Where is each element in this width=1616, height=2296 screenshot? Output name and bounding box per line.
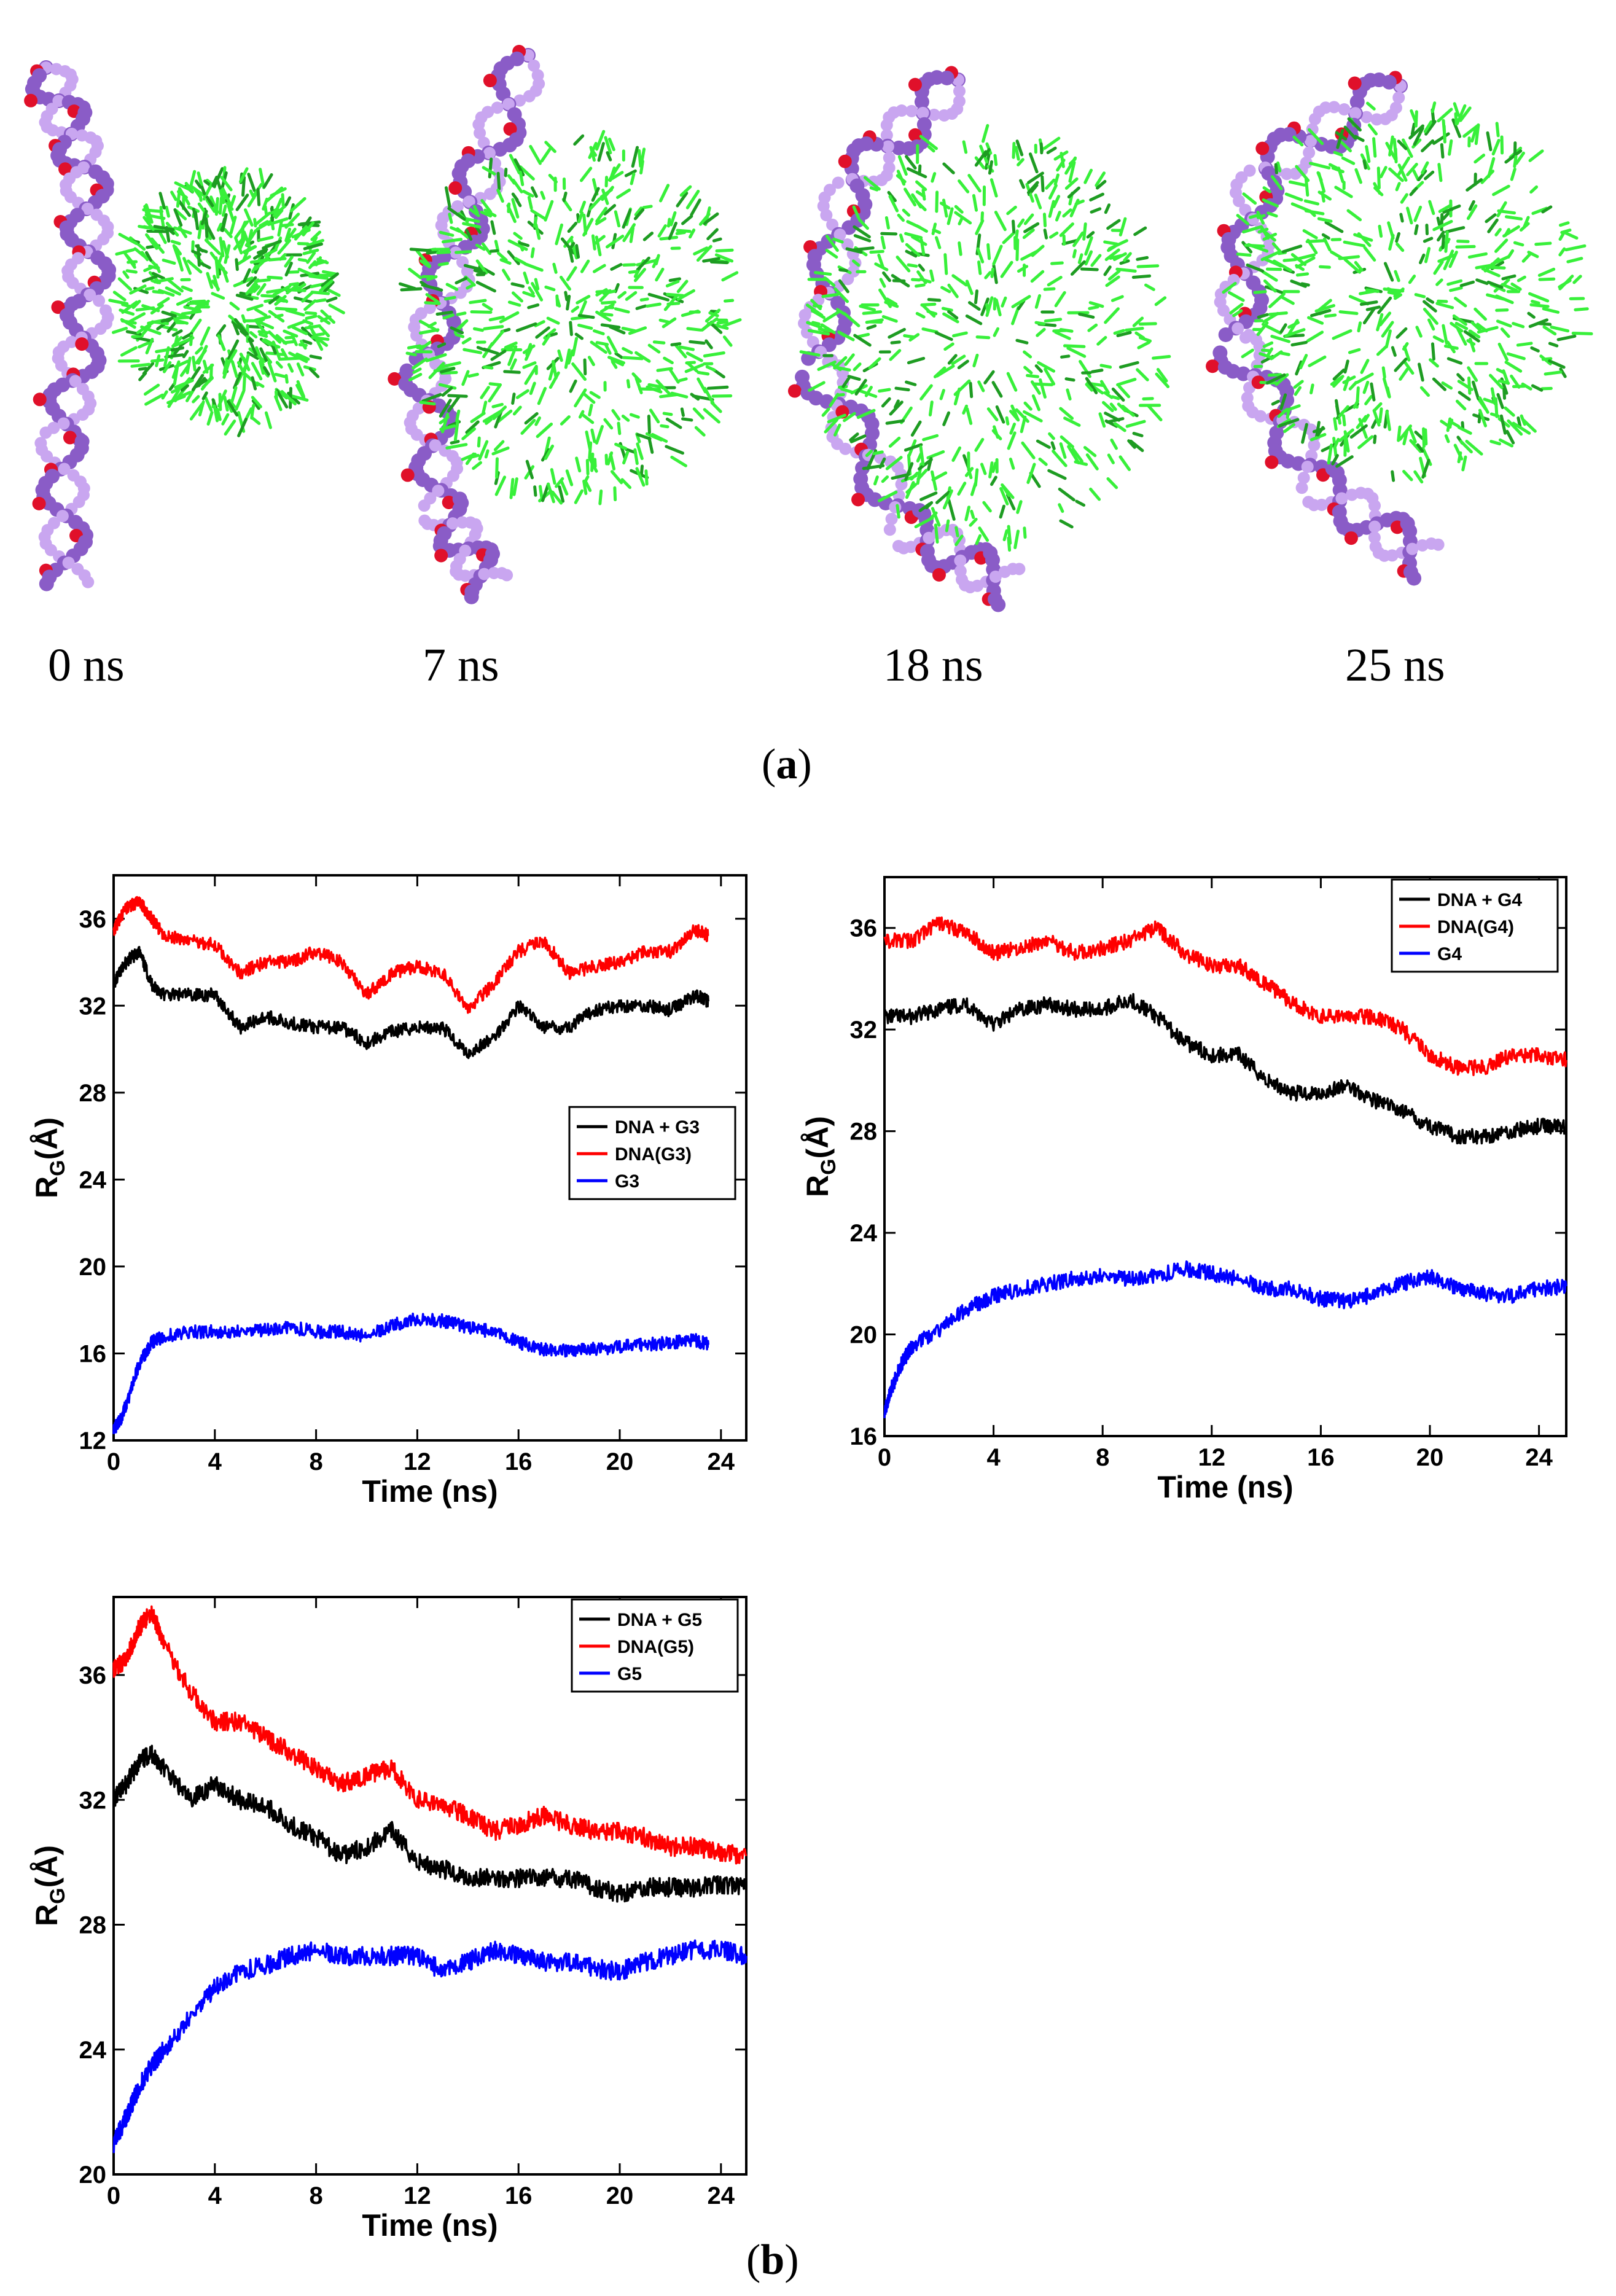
y-tick-label: 28 (850, 1119, 878, 1146)
legend-entry: DNA(G3) (615, 1144, 692, 1165)
snapshot-time-label-0: 0 ns (48, 639, 125, 691)
y-tick-label: 20 (79, 1254, 107, 1281)
series-line-2 (112, 1939, 747, 2153)
panel-b-label: (b) (746, 2236, 799, 2284)
dendrimer-0ns (108, 166, 345, 437)
snapshot-time-label-3: 25 ns (1345, 639, 1445, 691)
panel-a-label: (a) (762, 741, 812, 788)
y-tick-label: 28 (79, 1080, 107, 1107)
y-tick-label: 20 (79, 2161, 107, 2189)
dna-helix-7ns (388, 45, 545, 604)
series-line-2 (112, 1312, 709, 1434)
x-tick-label: 12 (404, 1448, 431, 1475)
legend-entry: DNA + G4 (1437, 890, 1522, 910)
series-line-0 (112, 945, 709, 1060)
y-tick-label: 28 (79, 1912, 107, 1939)
x-tick-label: 24 (708, 2182, 735, 2209)
x-tick-label: 0 (878, 1444, 891, 1471)
y-tick-label: 24 (79, 1166, 107, 1193)
y-tick-label: 32 (79, 993, 107, 1020)
x-tick-label: 20 (606, 1448, 634, 1475)
legend-entry: DNA + G5 (617, 1610, 702, 1630)
x-tick-label: 8 (309, 2182, 322, 2209)
x-tick-label: 12 (1198, 1444, 1226, 1471)
y-tick-label: 16 (850, 1423, 878, 1450)
snapshot-panel (24, 45, 1593, 612)
dendrimer-25ns (1222, 101, 1593, 484)
x-tick-label: 4 (986, 1444, 1001, 1471)
x-tick-label: 0 (107, 2182, 120, 2209)
x-axis-label: Time (ns) (1157, 1470, 1293, 1504)
legend-entry: DNA(G4) (1437, 917, 1514, 937)
legend-entry: G3 (615, 1171, 639, 1192)
series-line-2 (883, 1260, 1567, 1419)
y-tick-label: 36 (79, 906, 107, 933)
y-tick-label: 12 (79, 1427, 107, 1455)
legend-entry: G4 (1437, 944, 1462, 964)
legend: DNA + G4 DNA(G4) G4 (1391, 878, 1559, 973)
y-tick-label: 20 (850, 1322, 878, 1349)
x-tick-label: 0 (107, 1448, 120, 1475)
dendrimer-7ns (398, 130, 742, 506)
y-tick-label: 32 (79, 1787, 107, 1814)
x-tick-label: 16 (505, 1448, 533, 1475)
x-tick-label: 24 (708, 1448, 735, 1475)
snapshot-time-label-2: 18 ns (883, 639, 983, 691)
legend: DNA + G5 DNA(G5) G5 (571, 1598, 739, 1693)
x-tick-label: 16 (1307, 1444, 1335, 1471)
series-line-1 (112, 1605, 747, 1865)
y-axis-label: RG(Å) (800, 1116, 840, 1197)
legend-entry: DNA + G3 (615, 1117, 700, 1138)
series-line-0 (112, 1744, 747, 1903)
y-tick-label: 36 (79, 1662, 107, 1689)
rg-chart-g4: 0 4 8 12 16 20 24 16 20 24 28 32 36 Time (ns) RG(Å) DNA… (800, 876, 1567, 1504)
y-tick-label: 24 (850, 1220, 878, 1247)
series-line-0 (883, 993, 1567, 1145)
x-tick-label: 8 (1096, 1444, 1109, 1471)
x-tick-label: 16 (505, 2182, 533, 2209)
dendrimer-18ns (799, 123, 1171, 552)
series-line-1 (883, 916, 1567, 1077)
y-tick-label: 24 (79, 2037, 107, 2064)
legend: DNA + G3 DNA(G3) G3 (568, 1106, 736, 1200)
rg-chart-g5: 0 4 8 12 16 20 24 20 24 28 32 36 Time (ns) RG(Å) DNA +… (29, 1596, 747, 2242)
x-tick-label: 4 (208, 1448, 222, 1475)
series-line-1 (112, 896, 709, 1014)
x-tick-label: 8 (309, 1448, 322, 1475)
snapshot-time-label-1: 7 ns (423, 639, 499, 691)
x-tick-label: 20 (606, 2182, 634, 2209)
x-axis-label: Time (ns) (362, 1474, 498, 1509)
x-tick-label: 20 (1416, 1444, 1444, 1471)
legend-entry: DNA(G5) (617, 1637, 694, 1657)
y-axis-label: RG(Å) (29, 1845, 69, 1926)
legend-entry: G5 (617, 1664, 642, 1684)
x-tick-label: 4 (208, 2182, 222, 2209)
y-tick-label: 36 (850, 915, 878, 942)
x-tick-label: 12 (404, 2182, 431, 2209)
y-tick-label: 16 (79, 1340, 107, 1367)
rg-chart-g3: 0 4 8 12 16 20 24 12 16 20 24 28 32 36 Time (ns) RG(Å) D… (29, 874, 747, 1509)
y-tick-label: 32 (850, 1017, 878, 1044)
x-axis-label: Time (ns) (362, 2208, 498, 2242)
x-tick-label: 24 (1525, 1444, 1553, 1471)
dna-helix-0ns (24, 60, 117, 592)
y-axis-label: RG(Å) (29, 1117, 69, 1198)
